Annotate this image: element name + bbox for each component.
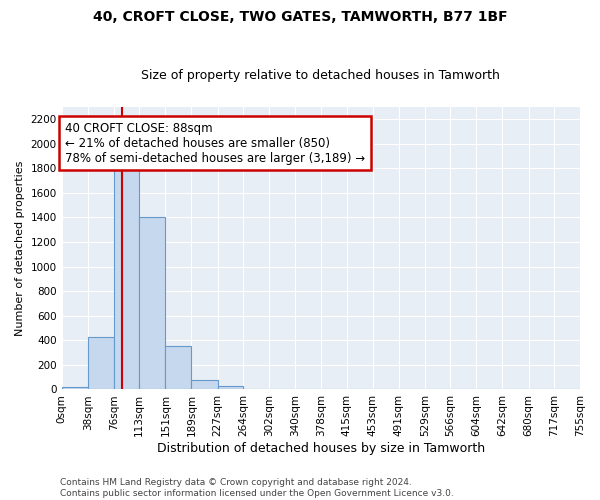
Bar xyxy=(218,386,243,390)
Bar xyxy=(139,218,166,390)
Bar xyxy=(88,336,114,390)
Text: 40 CROFT CLOSE: 88sqm
← 21% of detached houses are smaller (850)
78% of semi-det: 40 CROFT CLOSE: 88sqm ← 21% of detached … xyxy=(65,122,365,164)
Text: Contains HM Land Registry data © Crown copyright and database right 2024.
Contai: Contains HM Land Registry data © Crown c… xyxy=(60,478,454,498)
Bar xyxy=(166,346,191,390)
Title: Size of property relative to detached houses in Tamworth: Size of property relative to detached ho… xyxy=(142,69,500,82)
Y-axis label: Number of detached properties: Number of detached properties xyxy=(15,160,25,336)
Bar xyxy=(191,380,218,390)
Text: 40, CROFT CLOSE, TWO GATES, TAMWORTH, B77 1BF: 40, CROFT CLOSE, TWO GATES, TAMWORTH, B7… xyxy=(92,10,508,24)
Bar xyxy=(114,168,139,390)
Bar xyxy=(62,387,88,390)
X-axis label: Distribution of detached houses by size in Tamworth: Distribution of detached houses by size … xyxy=(157,442,485,455)
